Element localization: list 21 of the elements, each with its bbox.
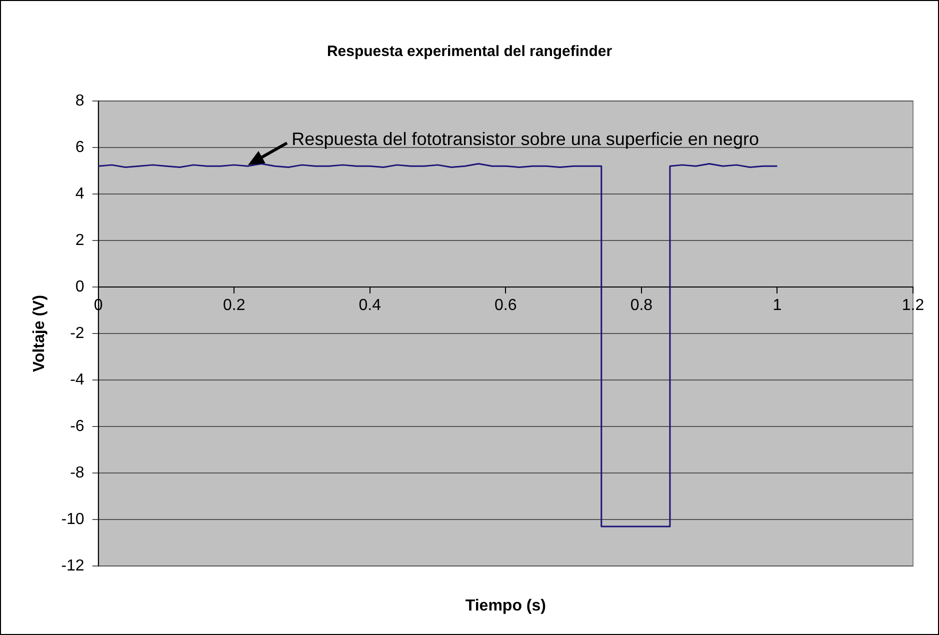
y-axis-title: Voltaje (V) [31,294,48,372]
x-tick-label: 1.2 [902,297,924,314]
y-tick-label: 0 [75,278,84,296]
x-tick-label: 0.4 [358,297,382,314]
y-tick-label: -4 [70,371,84,388]
x-tick-label: 1 [772,297,782,314]
y-tick-label: -6 [70,418,84,435]
y-tick-label: 4 [75,185,84,202]
x-tick-label: 0.2 [222,297,246,314]
y-tick-label: -12 [61,557,84,574]
y-tick-label: 6 [75,138,84,156]
y-tick-label: -8 [70,464,84,482]
x-tick-label: 0.8 [630,297,653,314]
y-tick-label: 8 [75,92,84,110]
y-tick-label: 2 [75,232,84,249]
x-axis-title: Tiempo (s) [465,597,546,614]
annotation: Respuesta del fototransistor sobre una superficie en negro [292,129,759,150]
x-tick-label: 0.6 [494,297,517,314]
y-tick-label: -2 [70,324,84,342]
chart-title: Respuesta experimental del rangefinder [326,43,612,60]
y-tick-label: -10 [61,510,84,528]
